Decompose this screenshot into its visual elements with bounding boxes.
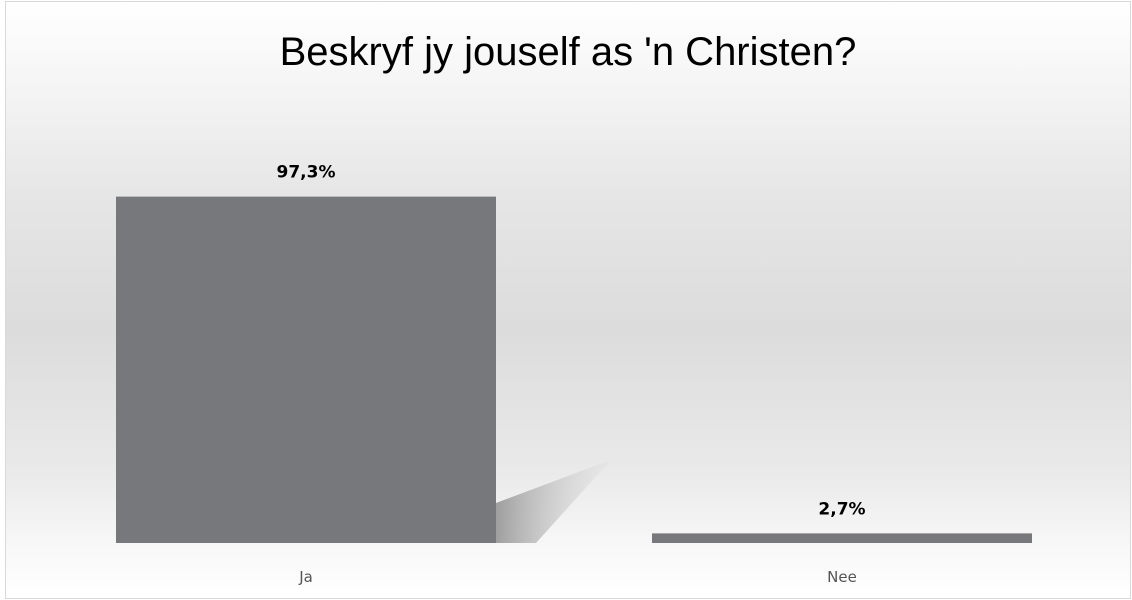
bar-nee — [652, 533, 1032, 543]
data-label-ja: 97,3% — [277, 163, 336, 183]
chart-title: Beskryf jy jouself as 'n Christen? — [279, 30, 857, 74]
bar-shadow-ja — [496, 459, 611, 543]
x-tick-label-nee: Nee — [827, 568, 857, 586]
data-label-nee: 2,7% — [818, 499, 865, 519]
x-tick-label-ja: Ja — [298, 568, 313, 586]
bars-layer — [116, 196, 1032, 543]
bar-ja — [116, 196, 496, 543]
labels-layer: 97,3% Ja 2,7% Nee — [277, 163, 866, 586]
